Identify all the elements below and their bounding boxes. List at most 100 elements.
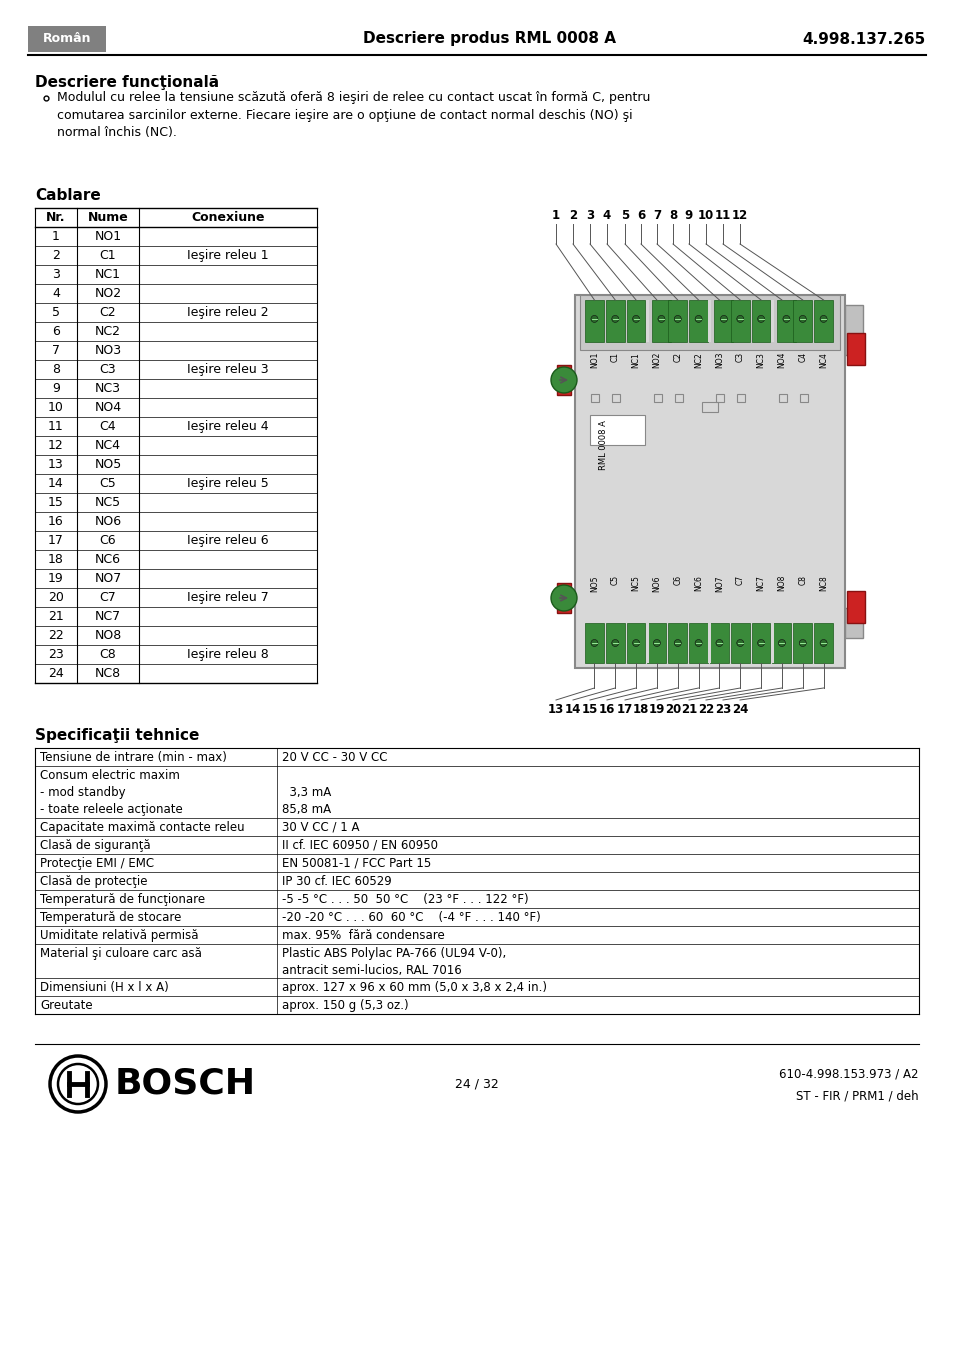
Text: 7: 7: [52, 345, 60, 357]
Circle shape: [653, 639, 659, 647]
Circle shape: [736, 315, 743, 323]
Bar: [584, 623, 603, 663]
Bar: [846, 590, 864, 623]
Text: Plastic ABS Polylac PA-766 (UL94 V-0),
antracit semi-lucios, RAL 7016: Plastic ABS Polylac PA-766 (UL94 V-0), a…: [282, 947, 506, 977]
Text: Cablare: Cablare: [35, 188, 101, 203]
Bar: [626, 623, 645, 663]
Text: NC1: NC1: [631, 353, 639, 367]
Text: 8: 8: [668, 209, 677, 222]
Bar: [605, 300, 624, 342]
Circle shape: [632, 315, 639, 323]
Text: 18: 18: [48, 553, 64, 566]
Text: C5: C5: [610, 576, 619, 585]
Text: Ieşire releu 2: Ieşire releu 2: [187, 305, 269, 319]
Bar: [579, 295, 840, 350]
Bar: [716, 394, 723, 403]
Text: II cf. IEC 60950 / EN 60950: II cf. IEC 60950 / EN 60950: [282, 839, 437, 852]
Text: Protecţie EMI / EMC: Protecţie EMI / EMC: [40, 857, 154, 870]
Text: NO6: NO6: [652, 576, 660, 592]
Text: Dimensiuni (H x l x A): Dimensiuni (H x l x A): [40, 981, 169, 994]
Text: 17: 17: [48, 534, 64, 547]
Text: 7: 7: [652, 209, 660, 222]
Bar: [668, 300, 686, 342]
Text: Clasă de siguranţă: Clasă de siguranţă: [40, 839, 151, 852]
Text: NO1: NO1: [94, 230, 121, 243]
Bar: [776, 300, 795, 342]
Bar: [645, 623, 648, 663]
Text: 15: 15: [581, 703, 598, 716]
Text: 23: 23: [714, 703, 730, 716]
Bar: [584, 300, 603, 342]
Text: 4: 4: [602, 209, 611, 222]
Text: Specificaţii tehnice: Specificaţii tehnice: [35, 728, 199, 743]
Text: 21: 21: [48, 611, 64, 623]
Text: -5 -5 °C . . . 50  50 °C    (23 °F . . . 122 °F): -5 -5 °C . . . 50 50 °C (23 °F . . . 122…: [282, 893, 528, 907]
Text: 12: 12: [48, 439, 64, 453]
Text: 14: 14: [564, 703, 580, 716]
Text: NC7: NC7: [95, 611, 121, 623]
Text: 13: 13: [48, 458, 64, 471]
Text: 23: 23: [48, 648, 64, 661]
Text: 14: 14: [48, 477, 64, 490]
Bar: [653, 394, 661, 403]
Text: Descriere produs RML 0008 A: Descriere produs RML 0008 A: [363, 31, 616, 46]
Text: NO7: NO7: [94, 571, 121, 585]
Text: max. 95%  fără condensare: max. 95% fără condensare: [282, 929, 444, 942]
Text: Ieşire releu 1: Ieşire releu 1: [187, 249, 269, 262]
Circle shape: [799, 315, 805, 323]
Text: 1: 1: [552, 209, 559, 222]
Bar: [799, 394, 807, 403]
Text: Material şi culoare carc asă: Material şi culoare carc asă: [40, 947, 202, 961]
Bar: [844, 305, 862, 355]
Bar: [651, 300, 670, 342]
Text: NO5: NO5: [589, 576, 598, 592]
Text: Ieşire releu 7: Ieşire releu 7: [187, 590, 269, 604]
Text: Ieşire releu 8: Ieşire releu 8: [187, 648, 269, 661]
Bar: [688, 623, 707, 663]
Text: C1: C1: [610, 353, 619, 362]
Text: ST - FIR / PRM1 / deh: ST - FIR / PRM1 / deh: [796, 1089, 918, 1102]
Text: Clasă de protecţie: Clasă de protecţie: [40, 875, 148, 888]
Text: Ieşire releu 5: Ieşire releu 5: [187, 477, 269, 490]
Text: -20 -20 °C . . . 60  60 °C    (-4 °F . . . 140 °F): -20 -20 °C . . . 60 60 °C (-4 °F . . . 1…: [282, 911, 540, 924]
Text: 22: 22: [698, 703, 714, 716]
Circle shape: [674, 639, 680, 647]
Text: NO4: NO4: [94, 401, 121, 413]
Text: EN 50081-1 / FCC Part 15: EN 50081-1 / FCC Part 15: [282, 857, 431, 870]
Text: 5: 5: [52, 305, 60, 319]
Text: 21: 21: [680, 703, 697, 716]
Text: NO8: NO8: [777, 576, 785, 592]
Bar: [591, 394, 598, 403]
Text: NC3: NC3: [756, 353, 764, 367]
Text: NC6: NC6: [694, 576, 702, 590]
Text: C5: C5: [99, 477, 116, 490]
Text: NC3: NC3: [95, 382, 121, 394]
Text: 15: 15: [48, 496, 64, 509]
Text: 4.998.137.265: 4.998.137.265: [801, 31, 925, 46]
Text: 5: 5: [620, 209, 628, 222]
Circle shape: [551, 367, 577, 393]
Text: C6: C6: [99, 534, 116, 547]
Bar: [730, 300, 749, 342]
Text: 11: 11: [48, 420, 64, 434]
Text: Tensiune de intrare (min - max): Tensiune de intrare (min - max): [40, 751, 227, 765]
Text: 610-4.998.153.973 / A2: 610-4.998.153.973 / A2: [779, 1067, 918, 1081]
Text: Temperatură de funcţionare: Temperatură de funcţionare: [40, 893, 205, 907]
Bar: [645, 300, 648, 342]
Text: 4: 4: [52, 286, 60, 300]
Text: C8: C8: [99, 648, 116, 661]
Circle shape: [632, 639, 639, 647]
Text: 6: 6: [52, 326, 60, 338]
Bar: [778, 394, 786, 403]
Text: 19: 19: [648, 703, 664, 716]
Circle shape: [757, 639, 763, 647]
Bar: [708, 623, 711, 663]
Bar: [557, 584, 571, 613]
Text: 6: 6: [637, 209, 644, 222]
Text: Modulul cu relee la tensiune scăzută oferă 8 ieşiri de relee cu contact uscat în: Modulul cu relee la tensiune scăzută ofe…: [57, 91, 650, 139]
Text: Descriere funcţională: Descriere funcţională: [35, 76, 219, 91]
Text: Capacitate maximă contacte releu: Capacitate maximă contacte releu: [40, 821, 244, 834]
Circle shape: [50, 1056, 106, 1112]
Circle shape: [695, 639, 701, 647]
Text: 16: 16: [48, 515, 64, 528]
